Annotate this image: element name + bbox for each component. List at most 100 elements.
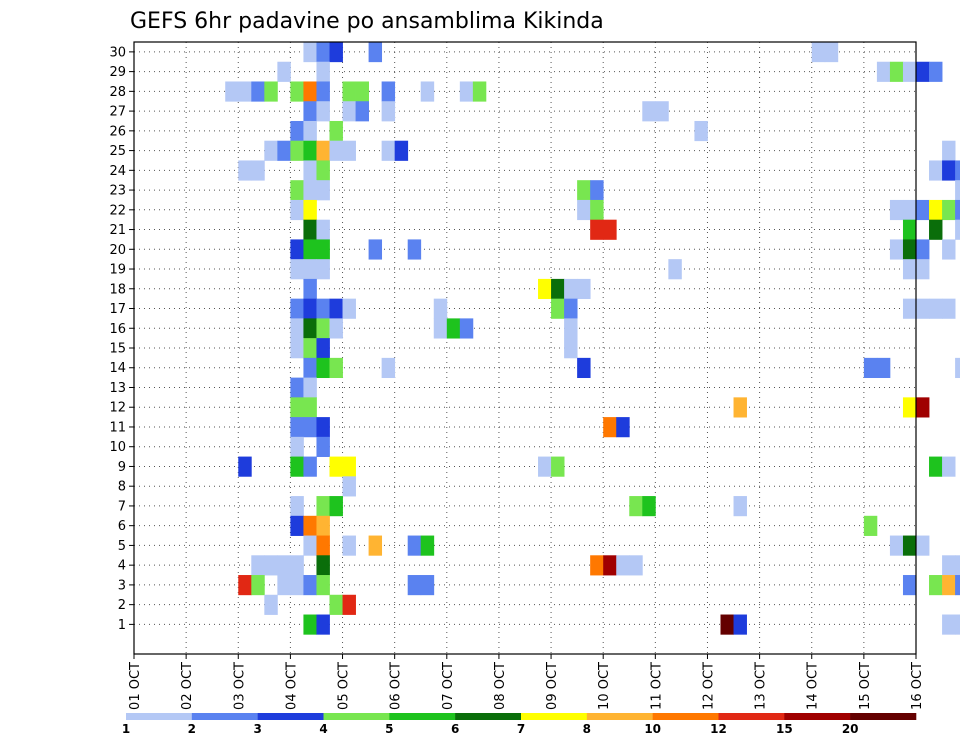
- precip-cell: [889, 535, 904, 556]
- y-tick-label: 9: [118, 460, 126, 475]
- precip-cell: [316, 259, 330, 280]
- precip-cell: [420, 575, 435, 596]
- y-tick-label: 16: [109, 322, 126, 337]
- precip-cell: [303, 357, 317, 379]
- precip-cell: [342, 101, 356, 122]
- precip-cell: [407, 535, 422, 556]
- y-tick-label: 25: [109, 144, 126, 159]
- precip-cell: [381, 101, 396, 122]
- precip-cell: [316, 81, 330, 102]
- legend-label: 20: [842, 722, 859, 736]
- precip-cell: [316, 180, 330, 201]
- precip-cell: [329, 298, 343, 319]
- precip-cell: [720, 614, 734, 635]
- precip-cell: [420, 535, 435, 556]
- y-tick-label: 10: [109, 440, 126, 455]
- precip-cell: [329, 140, 343, 161]
- precip-cell: [303, 338, 317, 359]
- x-tick-label: 03 OCT: [232, 662, 247, 710]
- precip-cell: [264, 140, 278, 161]
- precip-cell: [342, 140, 356, 161]
- y-tick-label: 27: [109, 105, 126, 120]
- precip-cell: [316, 318, 330, 339]
- precip-cell: [303, 397, 317, 418]
- legend-swatch: [718, 713, 785, 720]
- precip-cell: [955, 357, 960, 379]
- precip-cell: [955, 219, 960, 240]
- precip-cell: [368, 535, 383, 556]
- precip-cell: [290, 397, 304, 418]
- x-tick-label: 16 OCT: [910, 662, 925, 710]
- legend-swatch: [652, 713, 719, 720]
- y-tick-label: 11: [109, 420, 126, 435]
- precip-cell: [303, 101, 317, 122]
- precip-cell: [355, 101, 369, 122]
- legend-swatch: [455, 713, 522, 720]
- y-tick-label: 6: [118, 519, 126, 534]
- precip-cell: [459, 318, 474, 339]
- precip-cell: [538, 456, 552, 477]
- precip-cell: [902, 61, 917, 82]
- precip-cell: [551, 298, 565, 319]
- precip-cell: [290, 259, 304, 280]
- precip-cell: [902, 535, 917, 556]
- precip-cell: [629, 555, 643, 576]
- precip-cell: [394, 140, 409, 161]
- legend-label: 12: [710, 722, 727, 736]
- precip-cell: [316, 219, 330, 240]
- legend-swatch: [257, 713, 324, 720]
- legend-swatch: [850, 713, 917, 720]
- precip-cell: [264, 555, 278, 576]
- precip-cell: [381, 357, 396, 379]
- precip-cell: [303, 180, 317, 201]
- precip-cell: [290, 120, 304, 142]
- precip-cell: [316, 338, 330, 359]
- precip-cell: [942, 575, 956, 596]
- precip-cell: [316, 239, 330, 260]
- x-tick-label: 07 OCT: [441, 662, 456, 710]
- y-tick-label: 30: [109, 45, 126, 60]
- precip-cell: [264, 81, 278, 102]
- y-tick-label: 2: [118, 598, 126, 613]
- precip-cell: [564, 298, 578, 319]
- y-tick-label: 17: [109, 302, 126, 317]
- precip-cell: [616, 555, 630, 576]
- legend-label: 8: [583, 722, 591, 736]
- legend-label: 4: [319, 722, 327, 736]
- precip-cell: [251, 575, 265, 596]
- precip-cell: [577, 199, 591, 221]
- y-tick-label: 19: [109, 263, 126, 278]
- legend-swatch: [323, 713, 390, 720]
- precip-cell: [655, 101, 669, 122]
- precip-cell: [564, 338, 578, 359]
- precip-cell: [942, 199, 956, 221]
- precip-cell: [329, 496, 343, 517]
- precip-cell: [694, 120, 708, 142]
- legend-swatch: [191, 713, 258, 720]
- precip-cell: [733, 496, 747, 517]
- precip-cell: [303, 377, 317, 398]
- y-tick-label: 26: [109, 124, 126, 139]
- precip-cell: [290, 81, 304, 102]
- precip-cell: [290, 318, 304, 339]
- precip-cell: [551, 456, 565, 477]
- precip-cell: [955, 575, 960, 596]
- precip-cell: [290, 239, 304, 260]
- precip-cell: [316, 160, 330, 181]
- legend-layer: 1 2 3 4 5 6 7 8 10 12 15 20: [122, 713, 917, 736]
- precip-cell: [929, 575, 943, 596]
- legend-swatch: [521, 713, 588, 720]
- precip-cell: [902, 199, 917, 221]
- precip-cell: [916, 199, 930, 221]
- precip-cell: [577, 180, 591, 201]
- precip-cell: [290, 496, 304, 517]
- precip-cell: [942, 298, 956, 319]
- precip-cell: [316, 298, 330, 319]
- precip-cell: [863, 357, 878, 379]
- precip-cell: [811, 42, 826, 63]
- precip-cell: [316, 515, 330, 536]
- y-tick-label: 15: [109, 342, 126, 357]
- precip-cell: [942, 239, 956, 260]
- precip-cell: [342, 81, 356, 102]
